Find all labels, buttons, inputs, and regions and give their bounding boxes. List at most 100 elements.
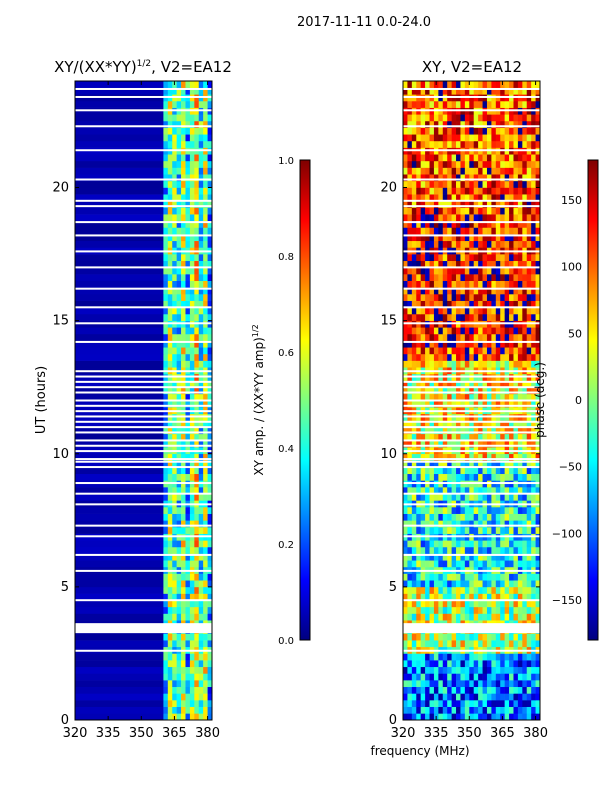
heatmap-cell [411,666,417,674]
heatmap-cell [531,473,536,481]
heatmap-cell [535,260,541,268]
heatmap-cell [482,274,488,281]
heatmap-cell [425,440,430,448]
heatmap-cell [526,653,532,661]
heatmap-cell [478,267,483,275]
heatmap-cell [407,713,413,721]
heatmap-cell [517,467,523,475]
heatmap-cell [167,440,173,448]
heatmap-cell [167,200,173,208]
heatmap-cell [198,513,204,521]
heatmap-cell [522,187,528,195]
heatmap-cell [531,207,536,215]
heatmap-cell [172,600,177,608]
heatmap-cell [438,680,444,688]
heatmap-cell [526,140,532,148]
heatmap-cell [469,606,475,614]
heatmap-cell [517,586,523,594]
heatmap-cell [176,487,182,494]
heatmap-cell [75,100,164,108]
heatmap-cell [416,660,421,668]
heatmap-cell [504,274,510,281]
heatmap-cell [513,526,519,534]
heatmap-cell [456,234,461,242]
heatmap-cell [203,653,208,661]
heatmap-cell [482,540,488,548]
heatmap-cell [473,453,479,461]
heatmap-cell [513,440,519,448]
heatmap-cell [198,154,204,162]
heatmap-cell [478,327,483,335]
heatmap-cell [451,553,457,561]
heatmap-cell [482,573,488,581]
heatmap-cell [416,240,421,248]
heatmap-cell [451,507,457,514]
heatmap-cell [75,693,164,701]
heatmap-cell [198,220,204,228]
heatmap-cell [411,460,417,468]
heatmap-cell [500,580,505,588]
heatmap-cell [75,453,164,461]
heatmap-cell [522,573,528,581]
heatmap-cell [75,573,164,581]
heatmap-cell [456,194,461,202]
heatmap-cell [403,260,408,268]
heatmap-cell [469,540,475,548]
heatmap-cell [433,387,439,395]
heatmap-cell [500,507,505,514]
heatmap-cell [486,526,492,534]
heatmap-cell [509,700,514,707]
heatmap-cell [447,467,452,475]
heatmap-cell [464,313,470,321]
x-tick-label: 350 [457,726,482,741]
colorbar-tick-label: 0.2 [278,540,294,551]
heatmap-cell [433,580,439,588]
colorbar-tick-label: −100 [552,527,582,540]
heatmap-cell [478,340,483,348]
heatmap-cell [495,573,501,581]
heatmap-cell [433,167,439,175]
heatmap-cell [526,333,532,341]
heatmap-cell [407,134,413,142]
heatmap-cell [442,134,448,142]
heatmap-cell [504,633,510,641]
heatmap-cell [509,120,514,128]
heatmap-cell [500,114,505,122]
heatmap-cell [411,546,417,554]
heatmap-cell [172,520,177,528]
heatmap-cell [517,187,523,195]
heatmap-cell [176,260,182,268]
heatmap-cell [411,393,417,401]
heatmap-cell [473,240,479,248]
heatmap-cell [189,433,195,441]
heatmap-cell [464,240,470,248]
heatmap-cell [167,453,173,461]
heatmap-cell [495,234,501,242]
heatmap-cell [486,353,492,361]
heatmap-cell [203,100,208,108]
heatmap-cell [433,227,439,235]
heatmap-cell [407,526,413,534]
heatmap-cell [456,154,461,162]
heatmap-cell [429,134,435,142]
heatmap-cell [185,254,191,262]
heatmap-cell [407,387,413,395]
heatmap-cell [460,706,466,714]
heatmap-cell [509,400,514,408]
heatmap-cell [531,606,536,614]
heatmap-cell [433,427,439,435]
heatmap-cell [535,254,541,262]
heatmap-cell [500,220,505,228]
heatmap-cell [163,487,169,494]
heatmap-cell [433,267,439,275]
heatmap-cell [407,220,413,228]
heatmap-cell [447,633,452,641]
heatmap-cell [473,187,479,195]
heatmap-cell [198,207,204,215]
heatmap-cell [526,380,532,388]
heatmap-cell [75,353,164,361]
heatmap-cell [181,120,186,128]
heatmap-cell [509,493,514,501]
heatmap-cell [473,100,479,108]
heatmap-cell [517,487,523,494]
